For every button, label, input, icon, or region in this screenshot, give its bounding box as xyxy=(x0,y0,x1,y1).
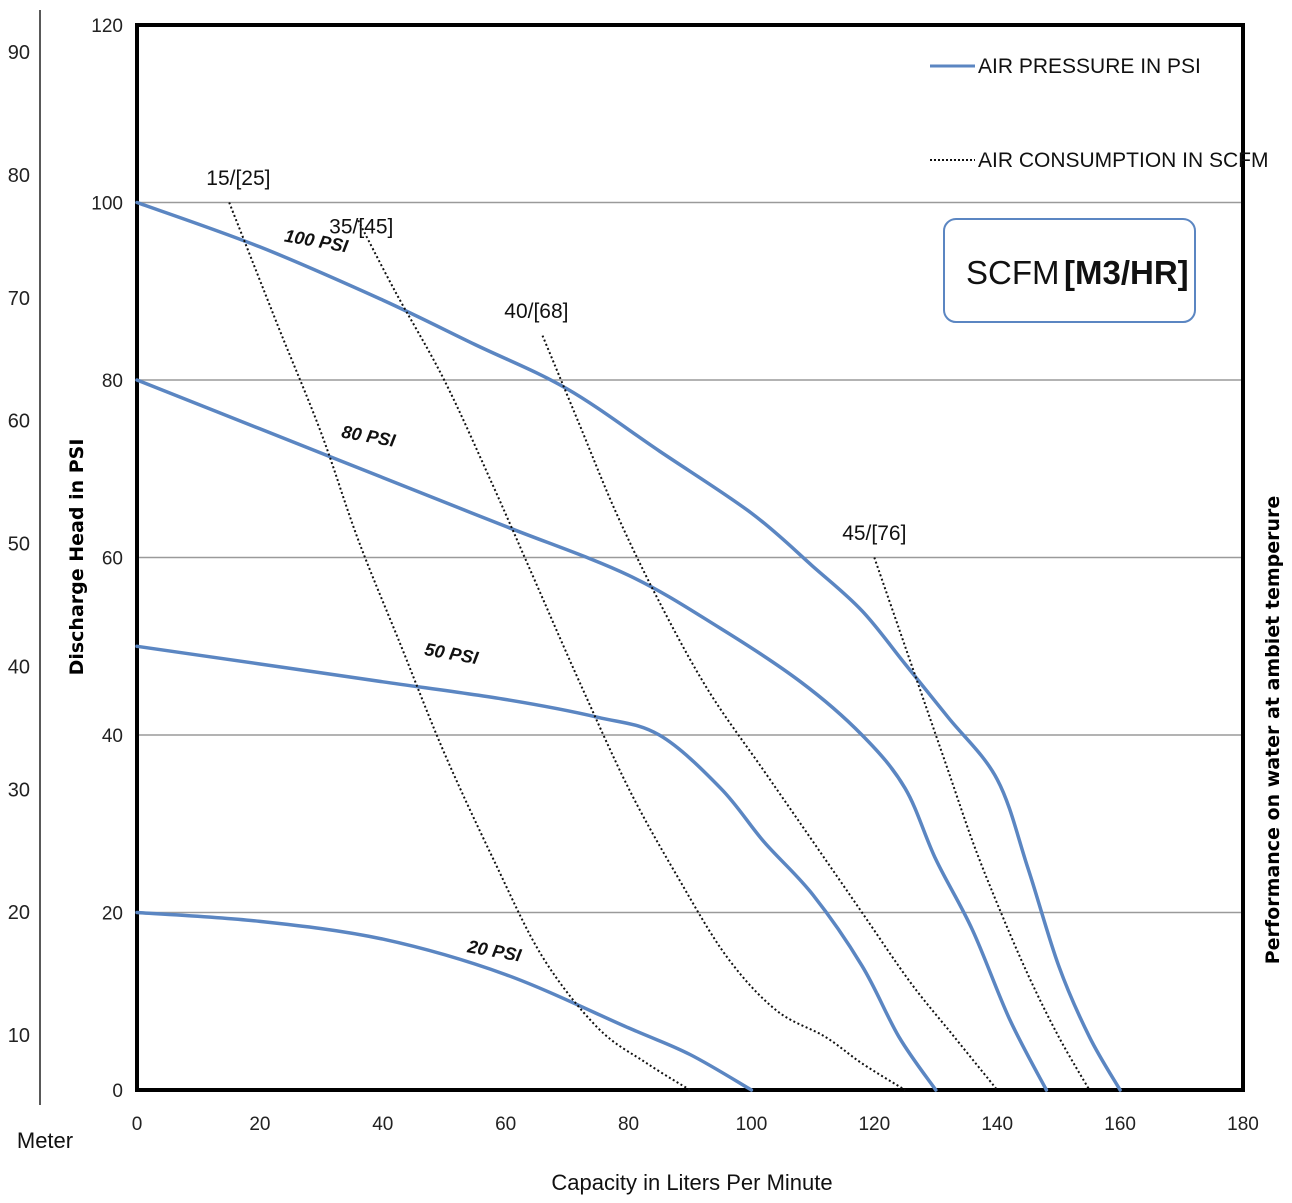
curve-label: 20 PSI xyxy=(465,936,524,965)
x-tick-label: 0 xyxy=(132,1114,143,1135)
y-axis-ticks: 0 20 40 60 80 100 120 xyxy=(91,16,123,1102)
consumption-label: 45/[76] xyxy=(842,522,906,545)
series-group xyxy=(135,200,1122,1092)
meter-axis-label: Meter xyxy=(17,1128,73,1153)
unit-m3hr: [M3/HR] xyxy=(1064,254,1189,291)
y-tick-label: 80 xyxy=(102,371,123,392)
x-tick-label: 20 xyxy=(249,1114,270,1135)
y-tick-label: 40 xyxy=(102,726,123,747)
meter-tick-label: 30 xyxy=(8,779,30,801)
x-tick-label: 140 xyxy=(981,1114,1013,1135)
series-50-psi xyxy=(135,644,938,1092)
meter-tick-label: 50 xyxy=(8,534,30,556)
meter-tick-label: 10 xyxy=(8,1025,30,1047)
x-axis-ticks: 0 20 40 60 80 100 120 140 160 180 xyxy=(132,1114,1259,1135)
curve-label: 50 PSI xyxy=(423,639,481,668)
legend-air-consumption: AIR CONSUMPTION IN SCFM xyxy=(978,149,1269,172)
x-tick-label: 80 xyxy=(618,1114,639,1135)
series-15-25 xyxy=(228,202,691,1091)
x-tick-label: 100 xyxy=(736,1114,768,1135)
meter-tick-label: 20 xyxy=(8,902,30,924)
y-tick-label: 60 xyxy=(102,549,123,570)
series-45-76 xyxy=(873,557,1091,1091)
series-80-psi xyxy=(135,378,1049,1092)
series-40-68 xyxy=(541,335,998,1091)
plot-frame xyxy=(135,23,1245,1092)
unit-box: SCFM [M3/HR] xyxy=(943,218,1196,323)
meter-tick-label: 40 xyxy=(8,656,30,678)
consumption-label: 35/[45] xyxy=(329,216,393,239)
meter-tick-label: 60 xyxy=(8,411,30,433)
meter-axis-ticks: 10 20 30 40 50 60 70 80 90 xyxy=(8,42,30,1047)
consumption-label: 15/[25] xyxy=(206,167,270,190)
x-tick-label: 120 xyxy=(858,1114,890,1135)
x-tick-label: 160 xyxy=(1104,1114,1136,1135)
gridlines xyxy=(137,201,1243,914)
x-tick-label: 60 xyxy=(495,1114,516,1135)
y-tick-label: 0 xyxy=(112,1081,123,1102)
series-20-psi xyxy=(135,910,754,1092)
unit-scfm: SCFM xyxy=(966,254,1060,291)
x-tick-label: 40 xyxy=(372,1114,393,1135)
legend: AIR PRESSURE IN PSI AIR CONSUMPTION IN S… xyxy=(930,55,1269,172)
right-side-title: Performance on water at ambiet temperure xyxy=(1262,496,1284,965)
curve-label: 80 PSI xyxy=(340,422,398,451)
unit-box-frame xyxy=(943,218,1196,323)
series-35-45 xyxy=(357,219,906,1091)
meter-tick-label: 70 xyxy=(8,288,30,310)
x-tick-label: 180 xyxy=(1227,1114,1259,1135)
y-axis-title: Discharge Head in PSI xyxy=(66,439,88,676)
y-tick-label: 100 xyxy=(91,194,123,215)
consumption-label: 40/[68] xyxy=(504,300,568,323)
meter-tick-label: 90 xyxy=(8,42,30,64)
x-axis-title: Capacity in Liters Per Minute xyxy=(551,1170,832,1195)
series-100-psi xyxy=(135,200,1122,1092)
y-tick-label: 20 xyxy=(102,904,123,925)
meter-tick-label: 80 xyxy=(8,165,30,187)
legend-air-pressure: AIR PRESSURE IN PSI xyxy=(978,55,1201,78)
y-tick-label: 120 xyxy=(91,16,123,37)
